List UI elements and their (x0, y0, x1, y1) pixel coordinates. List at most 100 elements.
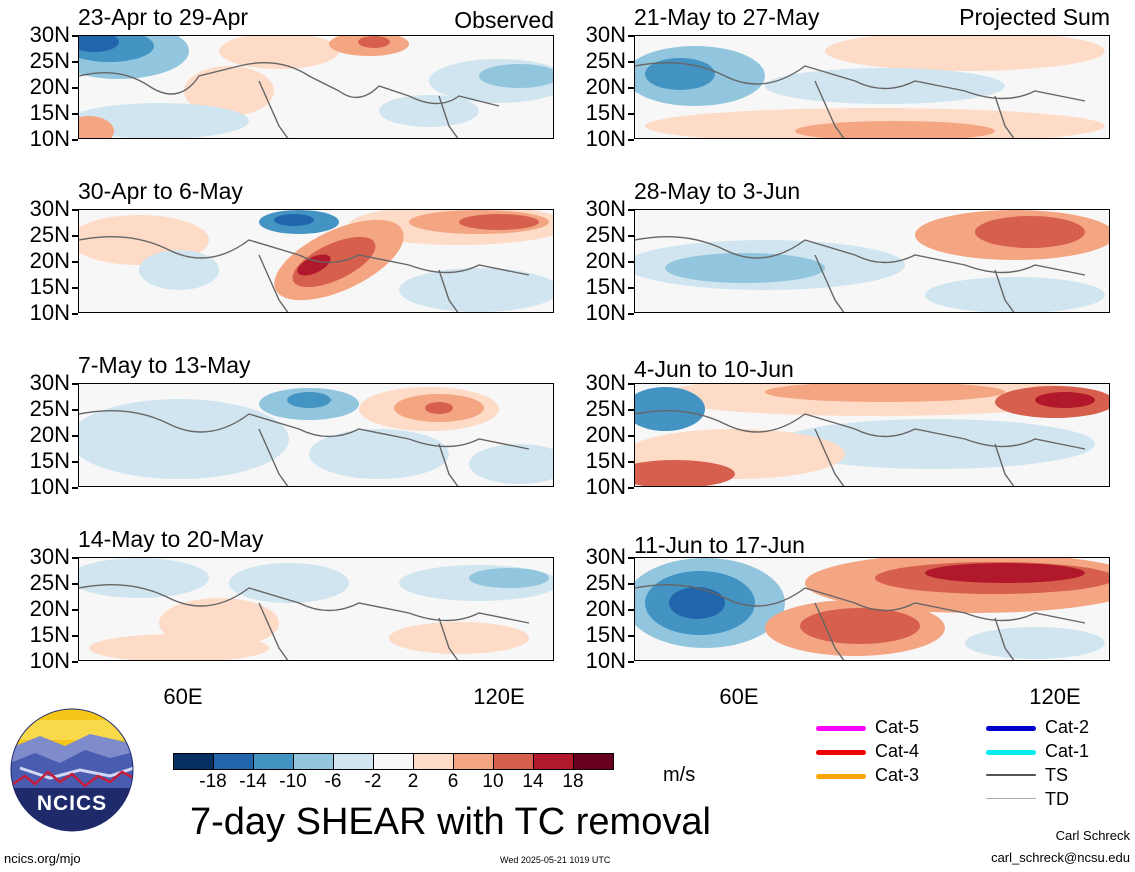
colorbar-units: m/s (663, 764, 696, 786)
panel-title-proj-2: 28-May to 3-Jun (634, 178, 801, 204)
lat-tick (628, 61, 634, 63)
lat-tick (628, 261, 634, 263)
panel-title-obs-3: 7-May to 13-May (78, 352, 251, 378)
lat-tick (72, 383, 78, 385)
lat-label-obs-3-30n: 30N (29, 370, 70, 395)
lat-label-proj-3-20n: 20N (585, 422, 626, 447)
lat-tick (72, 487, 78, 489)
lon-label-60e-right: 60E (719, 684, 759, 709)
lon-label-120e-left: 120E (473, 684, 525, 709)
legend-line-cat4 (816, 750, 866, 755)
lat-tick (72, 139, 78, 141)
colorbar-label: -10 (279, 771, 307, 792)
lat-tick (628, 609, 634, 611)
lat-label-proj-3-15n: 15N (585, 448, 626, 473)
lat-tick (628, 87, 634, 89)
lat-label-proj-3-30n: 30N (585, 370, 626, 395)
legend-line-cat1 (986, 750, 1036, 755)
lat-label-obs-2-25n: 25N (29, 222, 70, 247)
lat-label-obs-4-30n: 30N (29, 544, 70, 569)
panel-title-obs-1: 23-Apr to 29-Apr (78, 4, 249, 30)
colorbar-swatch (213, 753, 254, 770)
lat-tick (628, 287, 634, 289)
lat-tick (628, 409, 634, 411)
lat-label-obs-4-25n: 25N (29, 570, 70, 595)
map-panel-proj-4 (634, 557, 1110, 661)
lat-label-proj-1-25n: 25N (585, 48, 626, 73)
lat-label-proj-4-15n: 15N (585, 622, 626, 647)
lat-tick (72, 461, 78, 463)
lat-tick (72, 113, 78, 115)
observed-label: Observed (454, 7, 554, 33)
colorbar-label: -18 (199, 771, 227, 792)
lat-tick (628, 113, 634, 115)
lon-label-120e-right: 120E (1029, 684, 1081, 709)
map-panel-obs-3 (78, 383, 554, 487)
lat-label-obs-1-30n: 30N (29, 22, 70, 47)
lat-tick (72, 313, 78, 315)
footer-email: carl_schreck@ncsu.edu (991, 850, 1130, 865)
legend-label-cat4: Cat-4 (875, 741, 920, 761)
lat-tick (72, 661, 78, 663)
colorbar-label: -14 (239, 771, 267, 792)
panel-title-proj-3: 4-Jun to 10-Jun (634, 356, 794, 382)
colorbar-swatch (173, 753, 214, 770)
lat-tick (628, 235, 634, 237)
lat-tick (628, 435, 634, 437)
legend-line-td (986, 798, 1036, 799)
legend-label-cat2: Cat-2 (1045, 717, 1090, 737)
logo-text: NCICS (36, 792, 108, 815)
lat-label-obs-3-15n: 15N (29, 448, 70, 473)
legend-line-cat2 (986, 726, 1036, 731)
lat-label-proj-1-30n: 30N (585, 22, 626, 47)
lat-label-obs-4-15n: 15N (29, 622, 70, 647)
lat-label-proj-4-20n: 20N (585, 596, 626, 621)
lat-label-proj-3-10n: 10N (585, 474, 626, 499)
lat-label-proj-1-15n: 15N (585, 100, 626, 125)
lat-label-proj-4-30n: 30N (585, 544, 626, 569)
map-panel-proj-2 (634, 209, 1110, 313)
lat-label-obs-2-10n: 10N (29, 300, 70, 325)
lat-tick (72, 609, 78, 611)
footer-author: Carl Schreck (1055, 828, 1130, 843)
legend-label-cat5: Cat-5 (875, 717, 920, 737)
lat-label-obs-1-10n: 10N (29, 126, 70, 151)
lat-label-proj-3-25n: 25N (585, 396, 626, 421)
lat-tick (72, 287, 78, 289)
colorbar-swatch (293, 753, 334, 770)
colorbar-swatch (573, 753, 614, 770)
colorbar-label: 10 (482, 771, 504, 792)
colorbar-swatch (373, 753, 414, 770)
lat-label-obs-2-15n: 15N (29, 274, 70, 299)
lat-tick (628, 487, 634, 489)
lat-label-obs-3-25n: 25N (29, 396, 70, 421)
legend-label-cat1: Cat-1 (1045, 741, 1090, 761)
panel-title-obs-2: 30-Apr to 6-May (78, 178, 243, 204)
lat-label-proj-4-25n: 25N (585, 570, 626, 595)
lat-tick (628, 661, 634, 663)
colorbar-label: 14 (522, 771, 544, 792)
lon-label-60e-left: 60E (163, 684, 203, 709)
colorbar-swatch (533, 753, 574, 770)
map-panel-proj-3 (634, 383, 1110, 487)
footer-timestamp: Wed 2025-05-21 1019 UTC (500, 855, 611, 865)
colorbar-swatch (413, 753, 454, 770)
lat-tick (628, 313, 634, 315)
lat-tick (72, 435, 78, 437)
lat-tick (72, 635, 78, 637)
lat-tick (72, 261, 78, 263)
figure-title: 7-day SHEAR with TC removal (190, 801, 711, 843)
lat-tick (72, 87, 78, 89)
colorbar-label: 2 (407, 771, 419, 792)
map-panel-proj-1 (634, 35, 1110, 139)
lat-label-obs-2-20n: 20N (29, 248, 70, 273)
lat-label-proj-4-10n: 10N (585, 648, 626, 673)
lat-tick (628, 139, 634, 141)
lat-tick (628, 383, 634, 385)
legend-label-ts: TS (1045, 765, 1069, 785)
lat-label-obs-3-20n: 20N (29, 422, 70, 447)
legend-label-cat3: Cat-3 (875, 765, 920, 785)
lat-label-proj-2-30n: 30N (585, 196, 626, 221)
map-panel-obs-2 (78, 209, 554, 313)
lat-label-obs-1-25n: 25N (29, 48, 70, 73)
